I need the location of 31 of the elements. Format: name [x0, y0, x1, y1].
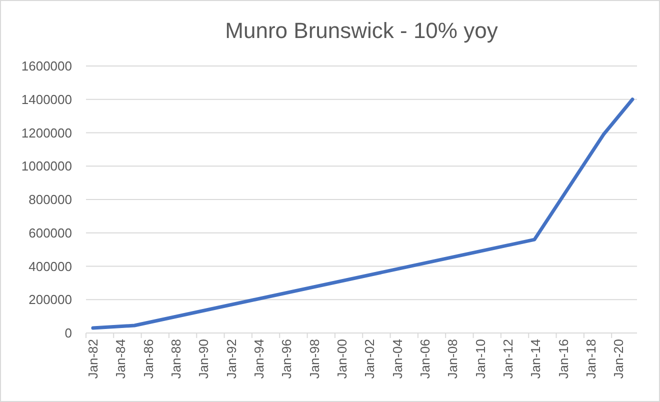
- x-tick-label: Jan-96: [279, 339, 294, 379]
- x-tick-label: Jan-16: [556, 339, 571, 379]
- y-tick-label: 400000: [28, 258, 72, 274]
- x-tick-label: Jan-88: [168, 339, 184, 379]
- x-tick-label: Jan-94: [252, 339, 267, 379]
- x-tick-label: Jan-86: [140, 339, 156, 379]
- x-tick-label: Jan-00: [334, 339, 350, 379]
- x-tick-label: Jan-90: [196, 339, 212, 379]
- y-tick-label: 1000000: [21, 158, 72, 174]
- x-tick-label: Jan-20: [611, 339, 626, 379]
- x-tick-label: Jan-12: [500, 339, 516, 379]
- x-tick-label: Jan-82: [86, 339, 101, 379]
- x-tick-label: Jan-02: [362, 339, 378, 379]
- y-tick-label: 200000: [28, 292, 72, 308]
- x-tick-label: Jan-04: [390, 339, 405, 379]
- x-tick-label: Jan-18: [584, 339, 598, 379]
- x-tick-label: Jan-14: [528, 339, 544, 379]
- y-tick-label: 600000: [28, 225, 72, 240]
- chart-title: Munro Brunswick - 10% yoy: [225, 18, 498, 43]
- x-tick-label: Jan-84: [113, 339, 128, 379]
- x-tick-label: Jan-92: [224, 339, 239, 379]
- y-tick-label: 800000: [28, 192, 72, 208]
- y-tick-label: 0: [64, 326, 72, 341]
- x-tick-label: Jan-10: [472, 339, 488, 379]
- line-series: [91, 98, 634, 330]
- x-tick-label: Jan-08: [445, 339, 460, 379]
- y-tick-label: 1600000: [21, 58, 72, 74]
- y-tick-label: 1400000: [21, 92, 72, 107]
- x-tick-label: Jan-06: [418, 339, 433, 379]
- x-tick-label: Jan-98: [306, 339, 322, 379]
- y-tick-label: 1200000: [21, 125, 72, 140]
